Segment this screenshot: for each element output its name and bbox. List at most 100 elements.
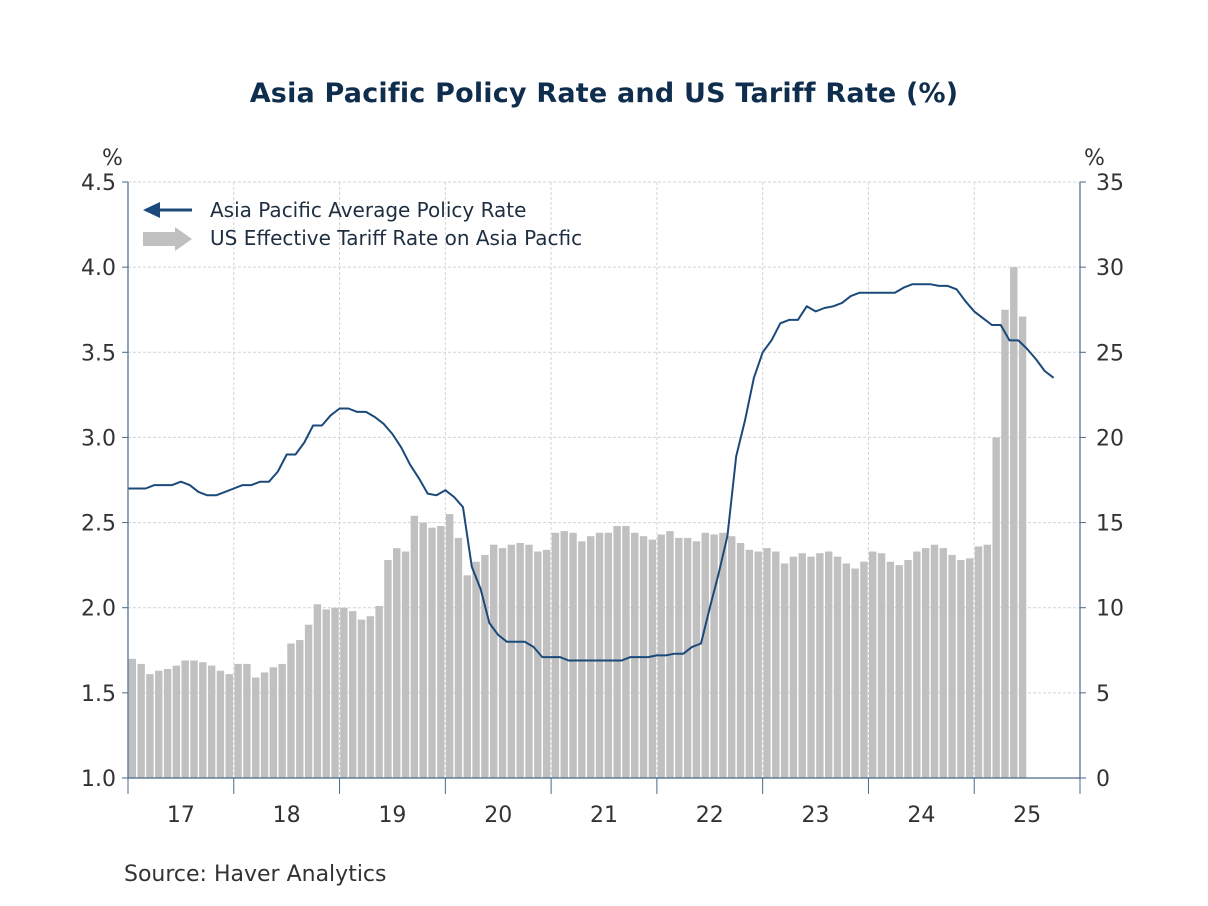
tariff-bar xyxy=(1010,267,1018,778)
tariff-bar xyxy=(498,548,507,778)
tariff-bar xyxy=(824,551,833,778)
tariff-bar xyxy=(472,561,480,778)
left-axis-tick-label: 4.5 xyxy=(81,171,116,196)
tariff-bar xyxy=(966,558,974,778)
tariff-bar xyxy=(833,556,842,778)
left-axis-tick-label: 4.0 xyxy=(81,256,116,281)
tariff-bar xyxy=(631,532,639,778)
x-axis-tick-label: 20 xyxy=(484,803,512,828)
x-axis-tick-label: 17 xyxy=(167,803,195,828)
right-axis-tick-label: 0 xyxy=(1096,767,1110,792)
tariff-bar xyxy=(542,549,551,778)
tariff-bar xyxy=(930,544,939,778)
tariff-bar xyxy=(419,522,427,778)
tariff-bar xyxy=(1001,309,1009,778)
tariff-bar xyxy=(454,537,463,778)
tariff-bar xyxy=(974,546,983,778)
tariff-bar xyxy=(181,660,189,778)
tariff-bar xyxy=(207,665,216,778)
tariff-bar xyxy=(921,548,930,778)
tariff-bar xyxy=(957,560,965,778)
tariff-bar xyxy=(331,607,339,778)
tariff-bar xyxy=(763,548,771,778)
tariff-bar xyxy=(516,543,524,778)
tariff-bar xyxy=(304,624,313,778)
tariff-bar xyxy=(163,669,172,778)
right-axis-tick-label: 15 xyxy=(1096,512,1124,537)
tariff-bar xyxy=(437,525,445,778)
tariff-bar xyxy=(754,551,762,778)
legend-tariff-arrow-icon xyxy=(143,227,192,251)
tariff-bar xyxy=(1018,316,1027,778)
tariff-bar xyxy=(710,534,718,778)
tariff-bar xyxy=(278,663,286,778)
tariff-bar xyxy=(877,553,886,778)
legend-tariff-label: US Effective Tariff Rate on Asia Pacfic xyxy=(210,226,582,250)
tariff-bar xyxy=(525,544,533,778)
tariff-bar xyxy=(507,544,516,778)
tariff-bar xyxy=(604,532,613,778)
tariff-bar xyxy=(622,525,630,778)
tariff-bar xyxy=(199,662,207,778)
tariff-bar xyxy=(463,575,471,778)
x-axis-tick-label: 23 xyxy=(802,803,830,828)
tariff-bar xyxy=(886,561,895,778)
left-axis-tick-label: 2.0 xyxy=(81,597,116,622)
tariff-bar xyxy=(490,544,498,778)
left-axis-tick-label: 2.5 xyxy=(81,512,116,537)
tariff-bar xyxy=(243,663,251,778)
tariff-bar xyxy=(269,667,278,778)
tariff-bar xyxy=(736,543,745,778)
tariff-bar xyxy=(772,551,780,778)
tariff-bar xyxy=(683,537,692,778)
tariff-bar xyxy=(648,539,657,778)
x-axis-tick-label: 21 xyxy=(590,803,618,828)
policy-rate-line xyxy=(128,283,1055,662)
tariff-bar xyxy=(128,658,137,778)
right-axis-tick-label: 5 xyxy=(1096,682,1110,707)
tariff-bar xyxy=(375,606,383,778)
tariff-bar xyxy=(992,437,1000,778)
tariff-bar xyxy=(322,609,330,778)
right-axis-tick-label: 30 xyxy=(1096,256,1124,281)
tariff-bar xyxy=(719,532,727,778)
x-axis-tick-label: 18 xyxy=(273,803,301,828)
tariff-bar xyxy=(948,554,956,778)
tariff-bar xyxy=(340,607,348,778)
source-note: Source: Haver Analytics xyxy=(124,862,387,887)
tariff-bar xyxy=(190,660,198,778)
chart-title: Asia Pacific Policy Rate and US Tariff R… xyxy=(249,78,959,109)
tariff-bar xyxy=(216,670,225,778)
tariff-bar xyxy=(313,604,322,778)
tariff-bar xyxy=(675,537,683,778)
right-axis-tick-label: 10 xyxy=(1096,597,1124,622)
tariff-bar xyxy=(348,611,357,778)
tariff-bar xyxy=(172,665,181,778)
tariff-bar xyxy=(913,551,921,778)
tariff-bar xyxy=(842,563,851,778)
tariff-bar xyxy=(595,532,604,778)
right-axis-tick-label: 35 xyxy=(1096,171,1124,196)
right-axis-tick-label: 25 xyxy=(1096,341,1124,366)
tariff-bar xyxy=(939,548,947,778)
tariff-bar xyxy=(807,556,815,778)
tariff-bar xyxy=(410,515,419,778)
tariff-bar xyxy=(701,532,709,778)
tariff-bar xyxy=(569,532,577,778)
tariff-bar xyxy=(225,674,233,778)
tariff-bar xyxy=(869,551,877,778)
tariff-bar xyxy=(745,549,754,778)
tariff-bar xyxy=(560,531,568,778)
tariff-bar xyxy=(798,553,806,778)
tariff-bar xyxy=(137,663,145,778)
left-axis-tick-label: 3.0 xyxy=(81,426,116,451)
tariff-bar xyxy=(586,536,595,778)
tariff-bar xyxy=(816,553,824,778)
x-axis-tick-label: 22 xyxy=(696,803,724,828)
tariff-bar xyxy=(445,514,454,778)
tariff-bar xyxy=(234,663,242,778)
tariff-bar xyxy=(393,548,401,778)
left-axis-unit-label: % xyxy=(102,146,123,171)
tariff-bar xyxy=(366,616,375,778)
